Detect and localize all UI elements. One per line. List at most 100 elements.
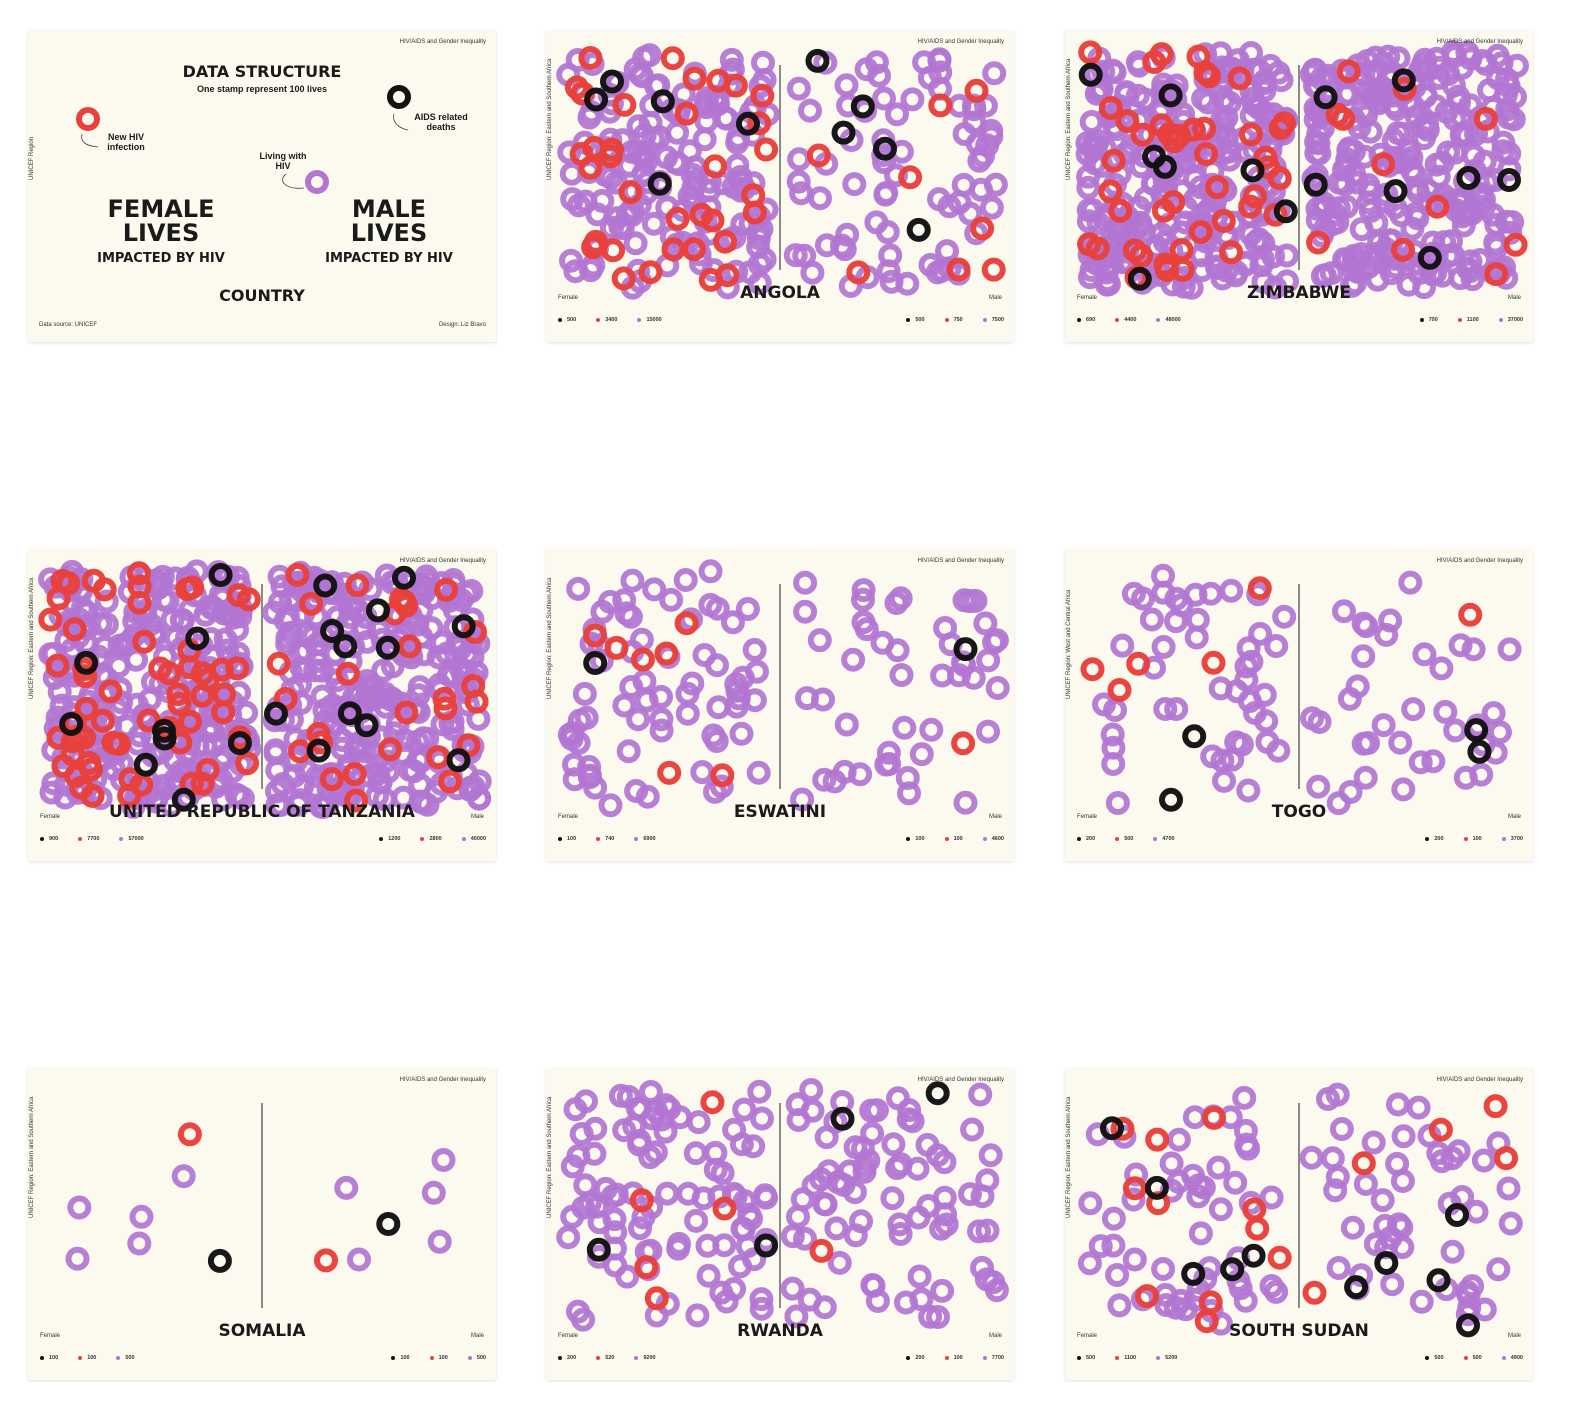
living-stamp: [1440, 1239, 1465, 1264]
country-name: ESWATINI: [733, 802, 827, 822]
death-stamp: [1383, 179, 1408, 204]
death-stamp: [1100, 1116, 1124, 1141]
living-stamp: [598, 793, 623, 818]
infection-stamp: [1122, 1176, 1147, 1201]
infection-stamp: [611, 266, 636, 291]
living-stamp: [1404, 175, 1429, 200]
legend-value: 4400: [1124, 317, 1137, 323]
living-stamp: [230, 786, 255, 811]
infection-stamp: [344, 788, 369, 813]
living-stamp: [809, 1167, 834, 1192]
infection-stamp: [981, 257, 1006, 282]
living-stamp: [957, 589, 982, 614]
legend-living: 40000: [461, 836, 486, 842]
living-stamp: [1228, 1276, 1253, 1301]
living-stamp: [563, 259, 588, 284]
infection-stamp: [1202, 1105, 1226, 1130]
living-stamp: [1092, 692, 1116, 717]
death-stamp: [227, 731, 252, 756]
living-stamp: [1124, 1162, 1149, 1187]
female-label: Female: [1077, 295, 1098, 301]
living-stamp: [887, 1212, 912, 1237]
death-stamp: [1497, 168, 1521, 192]
living-stamp: [1263, 275, 1288, 300]
infection-stamp: [1371, 152, 1396, 177]
legend-value: 100: [915, 836, 925, 842]
region-label: UNICEF Region: Eastern and Southern Afri…: [29, 1096, 35, 1218]
legend-living: 15000: [637, 317, 662, 323]
infection-stamp: [1247, 576, 1272, 601]
living-stamp: [984, 1278, 1009, 1303]
infection-stamp: [438, 769, 462, 794]
card-header: HIV/AIDS and Gender Inequality: [1436, 1077, 1523, 1083]
living-stamp: [649, 718, 674, 743]
death-stamp: [1445, 1203, 1469, 1227]
living-stamp: [431, 1148, 456, 1172]
living-stamp: [1340, 1215, 1365, 1240]
living-stamp: [698, 592, 723, 617]
legend-value: 100: [953, 836, 963, 842]
infection-stamp: [1267, 1245, 1292, 1270]
living-stamp: [780, 1224, 805, 1249]
living-stamp: [747, 1079, 772, 1104]
infection-stamp: [1107, 678, 1132, 702]
death-stamp: [337, 701, 362, 726]
living-stamp: [984, 628, 1009, 653]
living-stamp: [675, 681, 700, 706]
living-stamp: [39, 780, 64, 805]
living-stamp: [1397, 139, 1422, 164]
female-subtitle: IMPACTED BY HIV: [97, 251, 225, 266]
living-stamp: [892, 715, 917, 740]
living-stamp: [371, 658, 396, 683]
death-stamp: [1464, 718, 1489, 743]
death-stamp: [600, 69, 624, 94]
legend-deaths: 690: [1077, 317, 1095, 323]
living-stamp: [1378, 608, 1403, 633]
living-stamp: [812, 1192, 837, 1216]
country-name: ZIMBABWE: [1246, 283, 1352, 303]
living-stamp: [979, 195, 1004, 220]
living-stamp: [316, 790, 340, 815]
new-infection-stamp: [76, 107, 100, 131]
infection-stamp: [38, 607, 63, 632]
living-label: Living with HIV: [259, 151, 307, 171]
living-stamp: [1496, 74, 1521, 99]
living-stamp: [690, 760, 715, 785]
legend-value: 100: [87, 1355, 97, 1361]
legend-value: 3700: [1510, 836, 1523, 842]
female-label: Female: [1077, 814, 1098, 820]
infection-stamp: [1149, 42, 1174, 67]
infection-stamp: [583, 623, 608, 648]
living-stamp: [1173, 1297, 1198, 1322]
gender-divider: [779, 65, 781, 270]
death-stamp: [208, 563, 233, 587]
infection-stamp: [69, 775, 94, 800]
male-legend: 100 100 4600: [906, 836, 1004, 842]
living-stamp: [976, 719, 1000, 744]
living-stamp: [896, 1107, 921, 1132]
infection-stamp: [1194, 142, 1219, 166]
country-placeholder: COUNTRY: [219, 286, 305, 305]
living-stamp: [629, 627, 654, 652]
living-stamp: [663, 150, 688, 175]
infection-stamp: [1162, 129, 1187, 154]
living-stamp: [683, 1141, 708, 1166]
infection-stamp: [342, 762, 367, 787]
living-stamp: [1475, 119, 1500, 144]
living-stamp: [843, 1223, 868, 1248]
living-stamp: [1454, 123, 1479, 148]
structure-subtitle: One stamp represent 100 lives: [196, 84, 328, 94]
living-stamp: [807, 628, 832, 653]
male-legend: 500 750 7500: [906, 317, 1004, 323]
infection-stamp: [177, 1122, 202, 1147]
living-stamp: [1208, 676, 1233, 701]
living-stamp: [667, 1231, 691, 1256]
infection-stamp: [235, 751, 260, 776]
infection-stamp: [700, 1090, 725, 1115]
gender-divider: [261, 584, 263, 789]
female-legend: 690 4400 48000: [1077, 317, 1181, 323]
death-stamp: [583, 651, 608, 675]
infection-stamp: [434, 577, 459, 602]
infection-stamp: [209, 657, 234, 682]
living-stamp: [872, 86, 896, 111]
